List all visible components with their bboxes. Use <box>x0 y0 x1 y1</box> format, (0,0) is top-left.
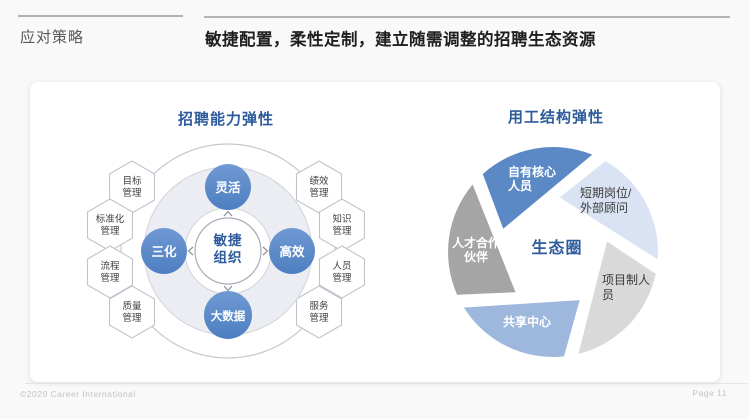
satellite-label: 三化 <box>151 244 177 259</box>
hexagon-label-line2: 管理 <box>309 312 329 324</box>
hexagon-label-line2: 管理 <box>122 312 142 324</box>
hexagon-label-line1: 人员 <box>332 261 351 272</box>
hexagon-shape <box>318 245 366 299</box>
diagrams-canvas: 招聘能力弹性 目标 管理 标准化 管理 流程 管理 质量 <box>86 108 658 359</box>
blade-label-line2: 员 <box>602 288 614 302</box>
hexagon-standardization: 标准化 管理 <box>86 198 134 252</box>
blade-talent-partners <box>448 184 516 295</box>
page-number: Page 11 <box>692 388 727 398</box>
satellite-label: 高效 <box>279 244 305 259</box>
blade-label-line1: 共享中心 <box>503 314 551 329</box>
hexagon-label-line1: 目标 <box>122 175 142 187</box>
section-label: 应对策略 <box>20 29 85 46</box>
blade-project-staff <box>578 241 656 354</box>
hexagon-label-line1: 质量 <box>122 300 142 312</box>
hexagon-label-line2: 管理 <box>100 272 120 284</box>
label-talent-partners: 人才合作 伙伴 <box>452 235 500 264</box>
blade-label-line2: 外部顾问 <box>580 200 628 215</box>
footer-rule <box>25 383 747 384</box>
blade-label-line2: 伙伴 <box>464 249 488 264</box>
right-diagram-title: 用工结构弹性 <box>508 108 604 126</box>
ecosystem-label: 生态圈 <box>531 238 582 257</box>
core-label-line2: 组织 <box>214 249 243 265</box>
hexagon-service: 服务 管理 <box>295 285 343 339</box>
hexagon-label-line1: 标准化 <box>96 213 125 225</box>
hexagon-quality: 质量 管理 <box>108 285 156 339</box>
hexagon-label-line2: 管理 <box>332 272 352 284</box>
workforce-structure-diagram: 用工结构弹性 自有核心 人员 短期岗位/ 外部顾问 项目制人 员 共享中心 <box>448 108 658 357</box>
blade-label-line1: 项目制人 <box>602 273 650 287</box>
content-card: 招聘能力弹性 目标 管理 标准化 管理 流程 管理 质量 <box>30 82 720 382</box>
tick-arrow-north <box>223 210 233 217</box>
hexagon-label-line2: 管理 <box>122 187 142 199</box>
label-short-term-consultants: 短期岗位/ 外部顾问 <box>580 185 632 215</box>
satellite-circle <box>205 164 251 210</box>
blade-shared-center <box>463 300 580 357</box>
hexagon-process: 流程 管理 <box>86 245 134 299</box>
hexagon-label-line2: 管理 <box>100 225 120 237</box>
blade-label-line2: 人员 <box>508 178 532 193</box>
hexagon-shape <box>86 245 134 299</box>
copyright-text: ©2020 Career International <box>20 389 136 399</box>
satellite-circle <box>141 228 187 274</box>
slide-header: 应对策略 敏捷配置，柔性定制，建立随需调整的招聘生态资源 <box>0 0 750 82</box>
satellite-flexible: 灵活 <box>205 164 251 210</box>
blade-label-line1: 人才合作 <box>452 235 500 250</box>
hexagon-label-line2: 管理 <box>309 187 329 199</box>
blade-own-core-staff <box>482 147 593 229</box>
hexagon-label-line2: 管理 <box>332 225 352 237</box>
satellite-efficient: 高效 <box>269 228 315 274</box>
tick-arrow-south <box>223 285 233 292</box>
tick-arrow-east <box>262 246 269 256</box>
satellite-three-izations: 三化 <box>141 228 187 274</box>
core-label-line1: 敏捷 <box>213 232 243 248</box>
hexagon-label-line1: 流程 <box>100 260 120 272</box>
hexagon-staff: 人员 管理 <box>318 245 366 299</box>
hexagon-shape <box>108 285 156 339</box>
satellite-circle <box>269 228 315 274</box>
label-own-core-staff: 自有核心 人员 <box>508 164 556 193</box>
left-diagram-title: 招聘能力弹性 <box>178 110 274 128</box>
hexagon-performance: 绩效 管理 <box>295 160 343 214</box>
core-circle <box>194 217 262 285</box>
hexagon-label-line1: 绩效 <box>309 175 329 187</box>
title-rule <box>204 16 730 18</box>
label-shared-center: 共享中心 <box>503 314 551 329</box>
blade-label-line1: 自有核心 <box>508 164 556 179</box>
recruiting-capability-diagram: 招聘能力弹性 目标 管理 标准化 管理 流程 管理 质量 <box>86 110 366 359</box>
blade-label-line1: 短期岗位/ <box>580 185 632 200</box>
satellite-circle <box>204 291 252 339</box>
satellite-big-data: 大数据 <box>204 291 252 339</box>
satellite-label: 灵活 <box>215 180 241 195</box>
section-rule <box>18 15 183 17</box>
page-title: 敏捷配置，柔性定制，建立随需调整的招聘生态资源 <box>205 31 596 49</box>
hexagon-goal: 目标 管理 <box>108 160 156 214</box>
blade-short-term-consultants <box>559 161 658 260</box>
tick-arrow-west <box>187 246 194 256</box>
label-project-staff: 项目制人 员 <box>602 273 650 302</box>
hexagon-label-line1: 服务 <box>309 300 329 312</box>
satellite-label: 大数据 <box>211 309 246 323</box>
hexagon-label-line1: 知识 <box>332 213 351 225</box>
